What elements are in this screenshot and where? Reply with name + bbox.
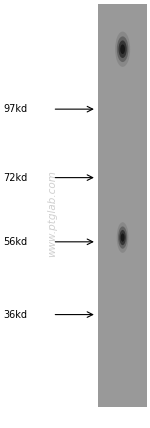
Text: www.ptglab.com: www.ptglab.com — [48, 171, 57, 257]
Text: 72kd: 72kd — [3, 172, 27, 183]
Bar — [98, 4, 147, 407]
Ellipse shape — [118, 226, 127, 249]
Text: 36kd: 36kd — [3, 309, 27, 320]
Ellipse shape — [119, 230, 126, 245]
Ellipse shape — [121, 233, 124, 242]
Ellipse shape — [117, 222, 129, 253]
Text: 97kd: 97kd — [3, 104, 27, 114]
Ellipse shape — [118, 40, 127, 58]
Ellipse shape — [115, 32, 130, 67]
Ellipse shape — [120, 45, 125, 54]
Text: 56kd: 56kd — [3, 237, 27, 247]
Ellipse shape — [117, 36, 128, 62]
